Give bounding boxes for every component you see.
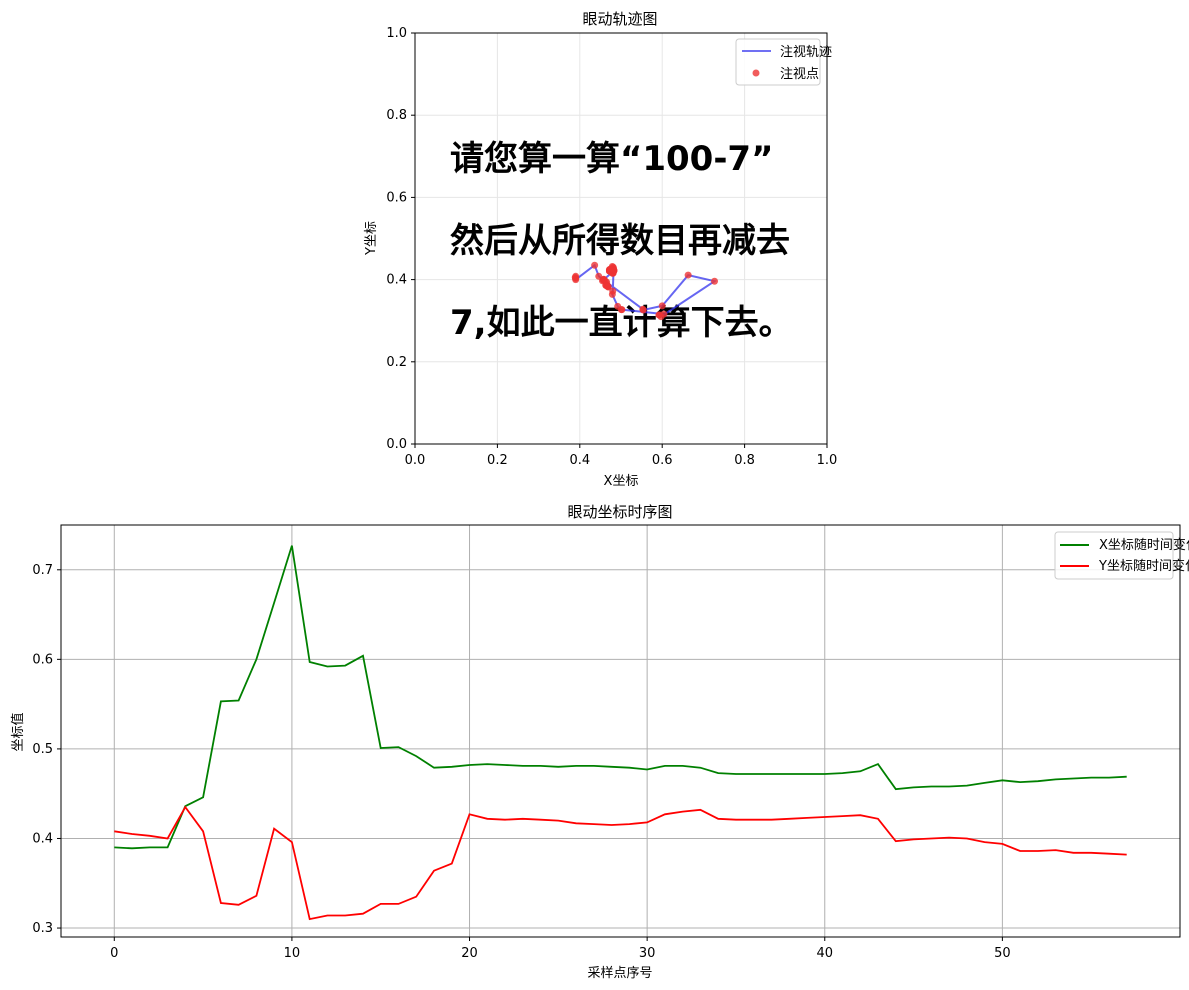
x-tick-label: 40 [816,946,833,961]
timeseries-legend-box [1054,531,1174,580]
x-tick-label: 0.4 [569,453,590,468]
x-tick-label: 0.2 [487,453,508,468]
y-tick-label: 0.2 [386,355,407,370]
x-coordinate-series-line [114,545,1127,850]
timeseries-data [114,545,1127,921]
y-tick-label: 0.3 [32,921,53,936]
x-tick-label: 30 [639,946,656,961]
gaze-point [572,276,580,284]
y-tick-label: 0.7 [32,563,53,578]
trajectory-ylabel: Y坐标 [364,221,379,256]
legend-y-label: Y坐标随时间变化 [1098,558,1189,574]
trajectory-legend: 注视轨迹 注视点 [735,38,832,86]
y-tick-label: 0.6 [386,190,407,205]
legend-point-swatch [752,69,760,77]
gaze-point [711,277,719,285]
gaze-point [604,283,612,291]
gaze-point [660,310,668,318]
gaze-point [639,306,647,314]
y-tick-label: 1.0 [386,26,407,41]
y-tick-label: 0.6 [32,652,53,667]
timeseries-chart: 眼动坐标时序图 0 10 20 30 40 50 0.3 0.4 0.5 0.6 0.7 采样点序号… [10,503,1189,981]
y-tick-label: 0.5 [32,742,53,757]
y-tick-label: 0.8 [386,108,407,123]
timeseries-grid [61,525,1180,937]
legend-x-label: X坐标随时间变化 [1099,537,1189,553]
x-tick-label: 10 [284,946,301,961]
timeseries-title: 眼动坐标时序图 [567,503,672,521]
stimulus-line-2: 然后从所得数目再减去 [450,221,790,261]
gaze-point [658,302,666,310]
timeseries-legend: X坐标随时间变化 Y坐标随时间变化 [1054,531,1189,580]
y-tick-label: 0.4 [386,273,407,288]
stimulus-line-1: 请您算一算“100-7” [450,139,773,179]
x-tick-label: 0.6 [652,453,673,468]
y-tick-label: 0.4 [32,831,53,846]
gaze-point [591,261,599,269]
trajectory-ticks: 0.0 0.2 0.4 0.6 0.8 1.0 0.0 0.2 0.4 0.6 0.8 1.0 [386,26,837,468]
x-tick-label: 0.0 [405,453,426,468]
trajectory-xlabel: X坐标 [604,474,639,489]
gaze-point [614,302,622,310]
x-tick-label: 20 [461,946,478,961]
trajectory-chart: 眼动轨迹图 请您算一算“100-7” 然后从所得数目再减去 7,如此一直计算下去… [364,10,837,489]
x-tick-label: 50 [994,946,1011,961]
timeseries-frame [60,524,1181,938]
gaze-point [609,287,617,295]
legend-line-label: 注视轨迹 [780,45,832,60]
legend-point-label: 注视点 [780,67,819,82]
trajectory-title: 眼动轨迹图 [582,10,657,28]
x-tick-label: 1.0 [817,453,838,468]
x-tick-label: 0 [110,946,118,961]
timeseries-ticks: 0 10 20 30 40 50 0.3 0.4 0.5 0.6 0.7 [32,563,1010,961]
y-coordinate-series-line [114,805,1127,921]
trajectory-frame [414,32,828,445]
timeseries-xlabel: 采样点序号 [587,966,652,981]
gaze-point [610,267,618,275]
trajectory-data [571,261,719,321]
y-tick-label: 0.0 [386,437,407,452]
gaze-point [684,271,692,279]
x-tick-label: 0.8 [734,453,755,468]
timeseries-ylabel: 坐标值 [10,712,26,751]
stimulus-text: 请您算一算“100-7” 然后从所得数目再减去 7,如此一直计算下去。 [450,139,793,343]
